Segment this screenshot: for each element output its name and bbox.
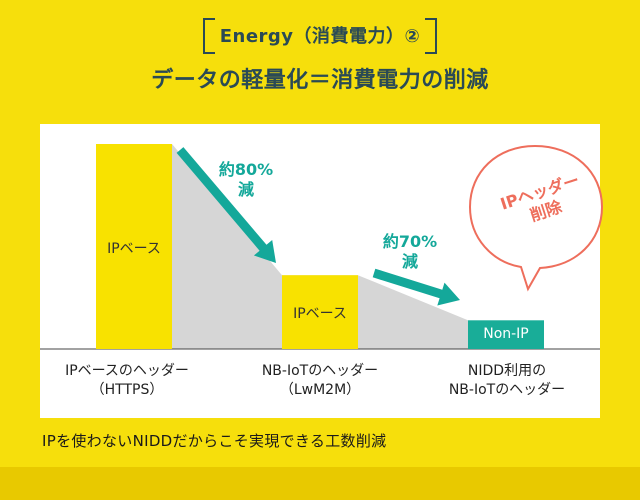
category-label-line: IPベースのヘッダー: [65, 363, 189, 379]
category-label-line: （LwM2M）: [279, 382, 361, 398]
reduction-label-70: 約70% 減: [370, 232, 450, 272]
arrow-reduction-70: [372, 268, 460, 306]
category-label-https: IPベースのヘッダー （HTTPS）: [47, 362, 207, 400]
headline: データの軽量化＝消費電力の削減: [151, 68, 489, 93]
bracket-right: [425, 18, 437, 54]
reduction-percent: 約70%: [382, 232, 438, 251]
bar-1: [282, 275, 358, 349]
category-label-line: NB-IoTのヘッダー: [261, 363, 379, 379]
callout-shape: [468, 144, 604, 292]
reduction-suffix: 減: [401, 252, 418, 271]
category-label-nidd: NIDD利用の NB-IoTのヘッダー: [427, 362, 587, 400]
category-label-line: NB-IoTのヘッダー: [448, 382, 566, 398]
category-label-lwm2m: NB-IoTのヘッダー （LwM2M）: [240, 362, 400, 400]
category-label-line: NIDD利用の: [467, 363, 547, 379]
bar-2: [468, 320, 544, 349]
arrow-reduction-80: [176, 147, 276, 263]
section-tag-text: Energy（消費電力）②: [219, 26, 421, 47]
category-label-line: （HTTPS）: [90, 382, 164, 398]
bracket-left: [203, 18, 215, 54]
reduction-label-80: 約80% 減: [206, 160, 286, 200]
section-tag: Energy（消費電力）②: [203, 18, 437, 54]
reduction-shade: [172, 144, 468, 349]
reduction-percent: 約80%: [218, 160, 274, 179]
bar-0: [96, 144, 172, 349]
reduction-suffix: 減: [237, 180, 254, 199]
chart: [40, 144, 600, 350]
bar-label-non-ip: Non-IP: [483, 325, 529, 342]
bar-label-ip-lwm2m: IPベース: [293, 306, 347, 323]
bar-label-ip-https: IPベース: [107, 240, 161, 257]
bottom-band: [0, 467, 640, 500]
footnote: IPを使わないNIDDだからこそ実現できる工数削減: [42, 432, 387, 450]
